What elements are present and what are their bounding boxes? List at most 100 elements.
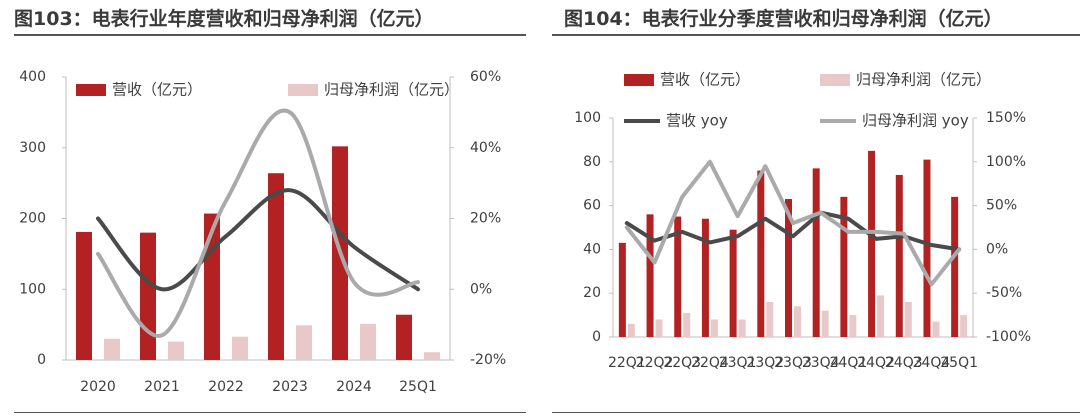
bar-revenue bbox=[840, 196, 848, 337]
right-tick-label: 0% bbox=[470, 281, 492, 297]
legend-label: 归母净利润（亿元） bbox=[324, 81, 459, 99]
legend-label: 营收 yoy bbox=[666, 112, 728, 130]
x-tick-label: 2020 bbox=[80, 379, 116, 395]
x-tick-label: 24Q3 bbox=[885, 355, 923, 371]
right-tick-label: 50% bbox=[986, 198, 1017, 214]
right-tick-label: 0% bbox=[986, 241, 1008, 257]
bar-net-profit bbox=[904, 301, 912, 337]
x-tick-label: 23Q2 bbox=[746, 355, 784, 371]
bar-net-profit bbox=[710, 319, 718, 337]
bar-net-profit bbox=[766, 301, 774, 337]
annual-chart: 0 100 200 300 400 -20% 0% 20% 40% 60% 2020 2021 2022… bbox=[19, 69, 506, 395]
left-tick-label: 300 bbox=[19, 140, 46, 156]
legend-swatch bbox=[76, 84, 106, 96]
figure-104: 图104：电表行业分季度营收和归母净利润（亿元） 0 20 40 60 80 100 -10… bbox=[552, 0, 1080, 419]
bottom-rule bbox=[14, 412, 526, 413]
quarterly-chart: 020406080100-100%-50%0%50%100%150%22Q122… bbox=[574, 71, 1031, 372]
left-tick-label: 80 bbox=[583, 154, 601, 170]
bar-net-profit bbox=[232, 336, 248, 360]
x-tick-label: 22Q3 bbox=[663, 355, 701, 371]
bar-revenue bbox=[268, 173, 284, 360]
bar-net-profit bbox=[849, 315, 857, 337]
left-tick-label: 60 bbox=[583, 198, 601, 214]
line-profit-yoy bbox=[96, 108, 420, 338]
bottom-rule bbox=[552, 412, 1080, 413]
bar-net-profit bbox=[821, 310, 829, 337]
left-tick-label: 100 bbox=[574, 110, 601, 126]
bar-net-profit bbox=[655, 319, 663, 337]
bar-revenue bbox=[785, 199, 792, 337]
bar-revenue bbox=[923, 159, 931, 337]
bar-revenue bbox=[396, 314, 412, 360]
bar-revenue bbox=[812, 168, 820, 337]
right-tick-label: 20% bbox=[470, 211, 501, 227]
left-tick-label: 400 bbox=[19, 69, 46, 85]
bar-net-profit bbox=[360, 323, 376, 360]
legend-swatch bbox=[624, 74, 654, 86]
x-tick-label: 22Q4 bbox=[691, 355, 729, 371]
bar-revenue bbox=[701, 218, 709, 337]
x-tick-label: 25Q1 bbox=[399, 379, 437, 395]
bar-net-profit bbox=[168, 341, 184, 360]
bar-net-profit bbox=[932, 321, 940, 337]
legend-swatch bbox=[288, 84, 318, 96]
left-tick-label: 0 bbox=[592, 329, 601, 345]
legend-label: 营收（亿元） bbox=[660, 71, 750, 89]
x-tick-label: 2022 bbox=[208, 379, 244, 395]
bar-net-profit bbox=[296, 325, 312, 360]
x-tick-label: 2023 bbox=[272, 379, 308, 395]
left-tick-label: 40 bbox=[583, 241, 601, 257]
right-tick-label: -20% bbox=[470, 352, 506, 368]
x-tick-label: 22Q1 bbox=[608, 355, 646, 371]
x-tick-label: 23Q1 bbox=[719, 355, 757, 371]
legend-swatch bbox=[820, 74, 850, 86]
bar-net-profit bbox=[627, 323, 635, 337]
line-revenue-yoy bbox=[96, 188, 420, 292]
x-tick-label: 24Q1 bbox=[830, 355, 868, 371]
right-tick-label: -50% bbox=[986, 285, 1022, 301]
x-tick-label: 22Q2 bbox=[636, 355, 674, 371]
bar-revenue bbox=[729, 229, 737, 337]
bar-net-profit bbox=[104, 338, 120, 360]
x-tick-label: 2021 bbox=[144, 379, 180, 395]
bar-net-profit bbox=[683, 312, 691, 337]
bar-revenue bbox=[951, 196, 959, 337]
bar-revenue bbox=[868, 150, 876, 337]
right-tick-label: 100% bbox=[986, 154, 1026, 170]
legend-label: 营收（亿元） bbox=[112, 81, 202, 99]
x-tick-label: 24Q4 bbox=[913, 355, 951, 371]
line-profit-yoy bbox=[624, 159, 962, 287]
x-tick-label: 2024 bbox=[336, 379, 372, 395]
bar-revenue bbox=[618, 242, 626, 337]
x-tick-label: 23Q4 bbox=[802, 355, 840, 371]
title-rule bbox=[14, 34, 526, 36]
title-rule bbox=[552, 34, 1080, 36]
right-tick-label: -100% bbox=[986, 329, 1031, 345]
bar-net-profit bbox=[877, 295, 885, 337]
left-tick-label: 100 bbox=[19, 281, 46, 297]
bar-net-profit bbox=[960, 315, 968, 337]
right-tick-label: 40% bbox=[470, 140, 501, 156]
bar-revenue bbox=[76, 231, 92, 360]
x-tick-label: 25Q1 bbox=[940, 355, 978, 371]
bar-revenue bbox=[204, 213, 220, 360]
bar-revenue bbox=[895, 174, 903, 337]
bar-revenue bbox=[140, 232, 156, 360]
figure-103: 图103：电表行业年度营收和归母净利润（亿元） 0 100 200 300 400 -20… bbox=[0, 0, 530, 419]
legend-label: 归母净利润（亿元） bbox=[856, 71, 991, 89]
bar-revenue bbox=[674, 216, 682, 337]
bar-revenue bbox=[646, 214, 654, 337]
left-tick-label: 0 bbox=[37, 352, 46, 368]
bar-revenue bbox=[757, 170, 765, 337]
legend-label: 归母净利润 yoy bbox=[862, 112, 969, 130]
left-tick-label: 20 bbox=[583, 285, 601, 301]
bar-net-profit bbox=[738, 319, 746, 337]
figure-title: 图104：电表行业分季度营收和归母净利润（亿元） bbox=[564, 8, 1003, 30]
bar-net-profit bbox=[794, 306, 801, 337]
x-tick-label: 23Q3 bbox=[774, 355, 812, 371]
left-tick-label: 200 bbox=[19, 211, 46, 227]
figure-title: 图103：电表行业年度营收和归母净利润（亿元） bbox=[14, 8, 434, 30]
right-tick-label: 60% bbox=[470, 69, 501, 85]
bar-net-profit bbox=[424, 352, 440, 360]
right-tick-label: 150% bbox=[986, 110, 1026, 126]
